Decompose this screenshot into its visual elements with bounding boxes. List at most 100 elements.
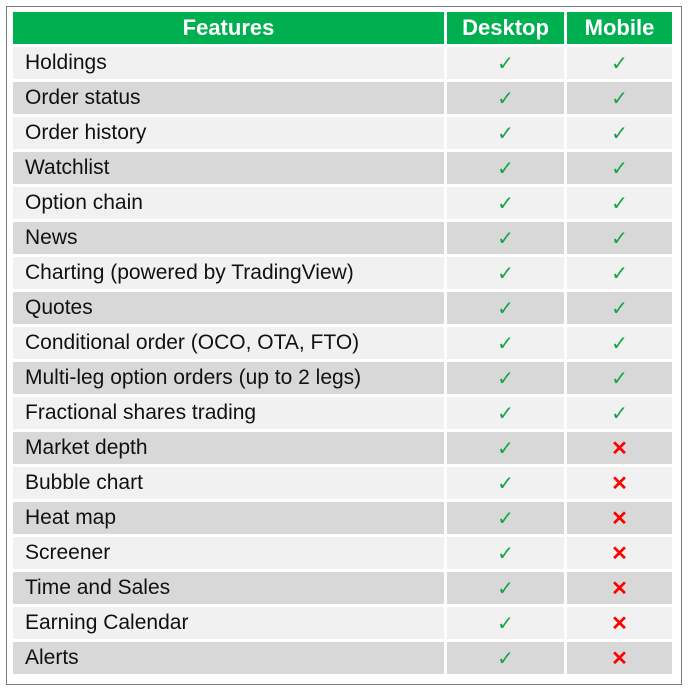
cross-icon: ✕ — [611, 542, 628, 565]
checkmark-icon: ✓ — [497, 472, 514, 495]
table-row: Charting (powered by TradingView) ✓ ✓ — [13, 257, 672, 289]
feature-name: Watchlist — [13, 152, 444, 184]
table-row: Conditional order (OCO, OTA, FTO) ✓ ✓ — [13, 327, 672, 359]
table-row: Fractional shares trading ✓ ✓ — [13, 397, 672, 429]
feature-name: Earning Calendar — [13, 607, 444, 639]
feature-name: Alerts — [13, 642, 444, 674]
checkmark-icon: ✓ — [611, 297, 628, 320]
mobile-availability-cell: ✓ — [567, 257, 672, 289]
cross-icon: ✕ — [611, 577, 628, 600]
mobile-availability-cell: ✓ — [567, 82, 672, 114]
table-row: Watchlist ✓ ✓ — [13, 152, 672, 184]
feature-name: Conditional order (OCO, OTA, FTO) — [13, 327, 444, 359]
mobile-availability-cell: ✓ — [567, 152, 672, 184]
feature-name: Fractional shares trading — [13, 397, 444, 429]
desktop-availability-cell: ✓ — [447, 47, 564, 79]
feature-name: Order status — [13, 82, 444, 114]
feature-name: Quotes — [13, 292, 444, 324]
desktop-availability-cell: ✓ — [447, 117, 564, 149]
feature-name: Heat map — [13, 502, 444, 534]
feature-name: Order history — [13, 117, 444, 149]
desktop-availability-cell: ✓ — [447, 257, 564, 289]
desktop-availability-cell: ✓ — [447, 537, 564, 569]
desktop-availability-cell: ✓ — [447, 607, 564, 639]
feature-name: Charting (powered by TradingView) — [13, 257, 444, 289]
checkmark-icon: ✓ — [497, 52, 514, 75]
desktop-availability-cell: ✓ — [447, 292, 564, 324]
mobile-availability-cell: ✓ — [567, 362, 672, 394]
desktop-availability-cell: ✓ — [447, 572, 564, 604]
table-row: Earning Calendar ✓ ✕ — [13, 607, 672, 639]
mobile-availability-cell: ✕ — [567, 432, 672, 464]
feature-comparison-table-frame: Features Desktop Mobile Holdings ✓ ✓ Order … — [6, 6, 682, 685]
feature-name: News — [13, 222, 444, 254]
desktop-availability-cell: ✓ — [447, 502, 564, 534]
desktop-availability-cell: ✓ — [447, 82, 564, 114]
desktop-availability-cell: ✓ — [447, 187, 564, 219]
mobile-availability-cell: ✓ — [567, 327, 672, 359]
mobile-availability-cell: ✓ — [567, 117, 672, 149]
checkmark-icon: ✓ — [611, 227, 628, 250]
checkmark-icon: ✓ — [611, 157, 628, 180]
mobile-availability-cell: ✕ — [567, 572, 672, 604]
checkmark-icon: ✓ — [497, 332, 514, 355]
feature-name: Option chain — [13, 187, 444, 219]
feature-name: Bubble chart — [13, 467, 444, 499]
checkmark-icon: ✓ — [497, 192, 514, 215]
table-row: Order history ✓ ✓ — [13, 117, 672, 149]
checkmark-icon: ✓ — [497, 367, 514, 390]
desktop-availability-cell: ✓ — [447, 642, 564, 674]
checkmark-icon: ✓ — [611, 402, 628, 425]
checkmark-icon: ✓ — [611, 122, 628, 145]
mobile-availability-cell: ✓ — [567, 222, 672, 254]
checkmark-icon: ✓ — [497, 297, 514, 320]
mobile-availability-cell: ✓ — [567, 292, 672, 324]
desktop-availability-cell: ✓ — [447, 432, 564, 464]
cross-icon: ✕ — [611, 472, 628, 495]
mobile-availability-cell: ✕ — [567, 607, 672, 639]
cross-icon: ✕ — [611, 437, 628, 460]
cross-icon: ✕ — [611, 612, 628, 635]
mobile-availability-cell: ✕ — [567, 502, 672, 534]
table-row: Time and Sales ✓ ✕ — [13, 572, 672, 604]
table-row: Screener ✓ ✕ — [13, 537, 672, 569]
mobile-availability-cell: ✓ — [567, 187, 672, 219]
checkmark-icon: ✓ — [497, 437, 514, 460]
header-features: Features — [13, 12, 444, 44]
checkmark-icon: ✓ — [611, 367, 628, 390]
checkmark-icon: ✓ — [611, 332, 628, 355]
desktop-availability-cell: ✓ — [447, 327, 564, 359]
feature-comparison-table: Features Desktop Mobile Holdings ✓ ✓ Order … — [10, 9, 675, 677]
table-row: Multi-leg option orders (up to 2 legs) ✓ ✓ — [13, 362, 672, 394]
checkmark-icon: ✓ — [497, 262, 514, 285]
desktop-availability-cell: ✓ — [447, 362, 564, 394]
table-row: News ✓ ✓ — [13, 222, 672, 254]
mobile-availability-cell: ✕ — [567, 537, 672, 569]
table-row: Option chain ✓ ✓ — [13, 187, 672, 219]
checkmark-icon: ✓ — [611, 262, 628, 285]
mobile-availability-cell: ✓ — [567, 47, 672, 79]
desktop-availability-cell: ✓ — [447, 222, 564, 254]
table-row: Order status ✓ ✓ — [13, 82, 672, 114]
table-row: Market depth ✓ ✕ — [13, 432, 672, 464]
table-row: Heat map ✓ ✕ — [13, 502, 672, 534]
header-desktop: Desktop — [447, 12, 564, 44]
cross-icon: ✕ — [611, 507, 628, 530]
checkmark-icon: ✓ — [497, 612, 514, 635]
checkmark-icon: ✓ — [497, 227, 514, 250]
desktop-availability-cell: ✓ — [447, 152, 564, 184]
feature-name: Multi-leg option orders (up to 2 legs) — [13, 362, 444, 394]
mobile-availability-cell: ✕ — [567, 467, 672, 499]
checkmark-icon: ✓ — [497, 87, 514, 110]
checkmark-icon: ✓ — [611, 87, 628, 110]
feature-name: Time and Sales — [13, 572, 444, 604]
checkmark-icon: ✓ — [497, 542, 514, 565]
checkmark-icon: ✓ — [611, 52, 628, 75]
table-row: Alerts ✓ ✕ — [13, 642, 672, 674]
header-row: Features Desktop Mobile — [13, 12, 672, 44]
table-row: Quotes ✓ ✓ — [13, 292, 672, 324]
feature-name: Market depth — [13, 432, 444, 464]
desktop-availability-cell: ✓ — [447, 467, 564, 499]
checkmark-icon: ✓ — [497, 577, 514, 600]
checkmark-icon: ✓ — [497, 647, 514, 670]
